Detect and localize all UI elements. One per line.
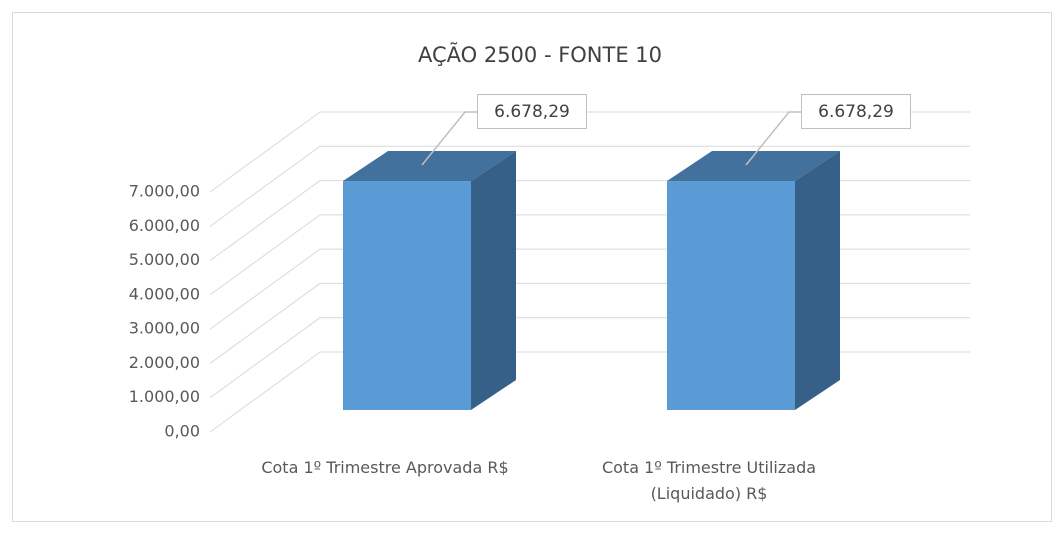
leader-line xyxy=(421,111,477,166)
chart-title: AÇÃO 2500 - FONTE 10 xyxy=(418,41,662,67)
y-tick-label: 7.000,00 xyxy=(129,182,200,201)
bar-side xyxy=(795,151,840,410)
grid-line xyxy=(209,283,321,364)
grid-line xyxy=(209,317,321,399)
x-tick-label: Cota 1º Trimestre Aprovada R$ xyxy=(261,458,509,477)
leader-line xyxy=(745,111,801,166)
x-tick-label: Cota 1º Trimestre Utilizada (Liquidado) … xyxy=(601,458,817,503)
grid-line xyxy=(209,351,321,433)
bar-top xyxy=(667,151,840,182)
grid-line xyxy=(209,145,321,227)
grid-line xyxy=(209,111,321,193)
value-label-box xyxy=(477,94,587,130)
y-tick-label: 2.000,00 xyxy=(129,353,200,372)
y-tick-label: 6.000,00 xyxy=(129,216,200,235)
grid-line xyxy=(209,180,321,261)
y-tick-label: 0,00 xyxy=(164,422,200,441)
bar xyxy=(667,181,795,410)
value-label: 6.678,29 xyxy=(494,102,570,122)
grid-line xyxy=(209,214,321,296)
value-label: 6.678,29 xyxy=(818,102,894,122)
y-tick-label: 1.000,00 xyxy=(129,387,200,406)
y-tick-label: 3.000,00 xyxy=(129,319,200,338)
bar xyxy=(343,181,471,410)
value-label-box xyxy=(801,94,911,130)
bar-side xyxy=(471,151,516,410)
bar-top xyxy=(343,151,516,182)
y-tick-label: 4.000,00 xyxy=(129,284,200,303)
grid-line xyxy=(209,248,321,330)
y-tick-label: 5.000,00 xyxy=(129,250,200,269)
